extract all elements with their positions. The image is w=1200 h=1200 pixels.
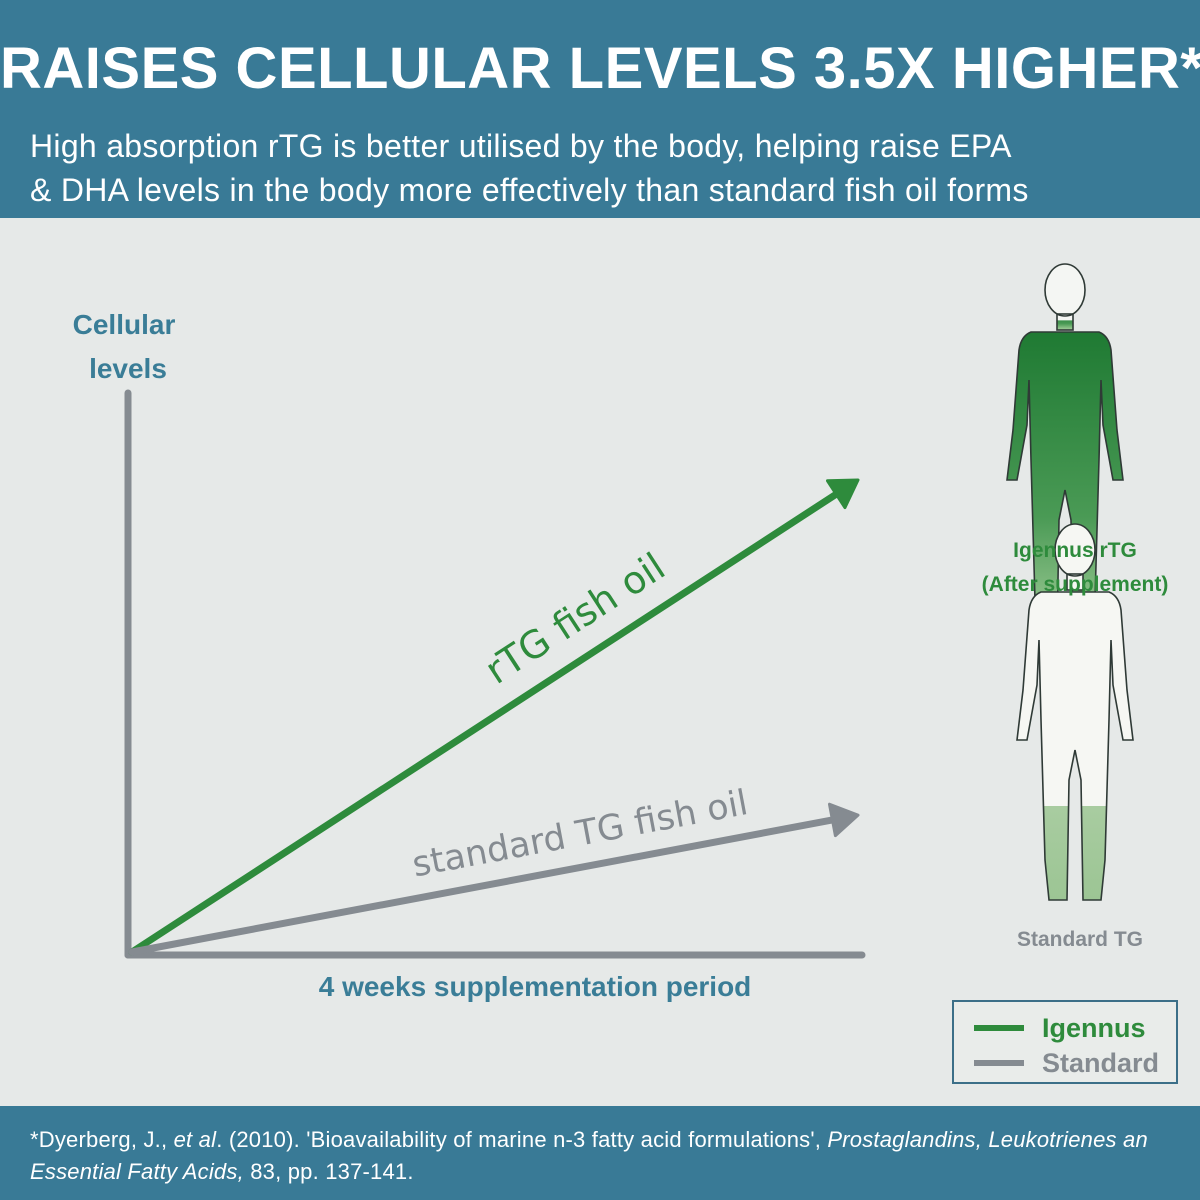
legend: Igennus Standard: [952, 1000, 1178, 1084]
subtitle: High absorption rTG is better utilised b…: [30, 124, 1180, 212]
y-axis-label-line-2: levels: [89, 353, 167, 384]
header-banner: RAISES CELLULAR LEVELS 3.5X HIGHER* High…: [0, 0, 1200, 218]
subtitle-line-1: High absorption rTG is better utilised b…: [30, 128, 1012, 164]
chart-area: Cellular levels 4 weeks supplementation …: [0, 218, 1200, 1106]
igennus-label-line-1: Igennus rTG: [1013, 539, 1137, 562]
citation-prefix: *Dyerberg, J.,: [30, 1127, 174, 1152]
citation-etal: et al: [173, 1127, 217, 1152]
citation-mid: . (2010). 'Bioavailability of marine n-3…: [216, 1127, 828, 1152]
igennus-label-line-2: (After supplement): [981, 573, 1169, 596]
series-line-0: [128, 490, 840, 956]
page-title: RAISES CELLULAR LEVELS 3.5X HIGHER*: [0, 36, 1200, 101]
y-axis-label-line-1: Cellular: [73, 309, 176, 340]
series-arrowhead-1: [827, 802, 860, 838]
citation-journal: Prostaglandins, Leukotrienes an Essentia…: [30, 1127, 1148, 1184]
legend-swatch-igennus: [974, 1025, 1024, 1031]
footer-banner: *Dyerberg, J., et al. (2010). 'Bioavaila…: [0, 1106, 1200, 1200]
x-axis-label: 4 weeks supplementation period: [319, 971, 752, 1002]
legend-swatch-standard: [974, 1060, 1024, 1066]
legend-item-standard: Standard: [974, 1046, 1159, 1080]
chart-svg: Cellular levels 4 weeks supplementation …: [73, 263, 1134, 1002]
standard-figure-label: Standard TG: [1016, 928, 1143, 951]
legend-label-igennus: Igennus: [1042, 1012, 1146, 1043]
subtitle-line-2: & DHA levels in the body more effectivel…: [30, 172, 1029, 208]
series-line-1: [128, 816, 836, 956]
legend-label-standard: Standard: [1042, 1047, 1160, 1078]
legend-item-igennus: Igennus: [974, 1011, 1146, 1045]
citation: *Dyerberg, J., et al. (2010). 'Bioavaila…: [30, 1124, 1180, 1188]
citation-suffix: 83, pp. 137-141.: [243, 1159, 414, 1184]
igennus-figure-label: Igennus rTG (After supplement): [950, 534, 1200, 602]
series-arrowhead-0: [825, 478, 860, 510]
